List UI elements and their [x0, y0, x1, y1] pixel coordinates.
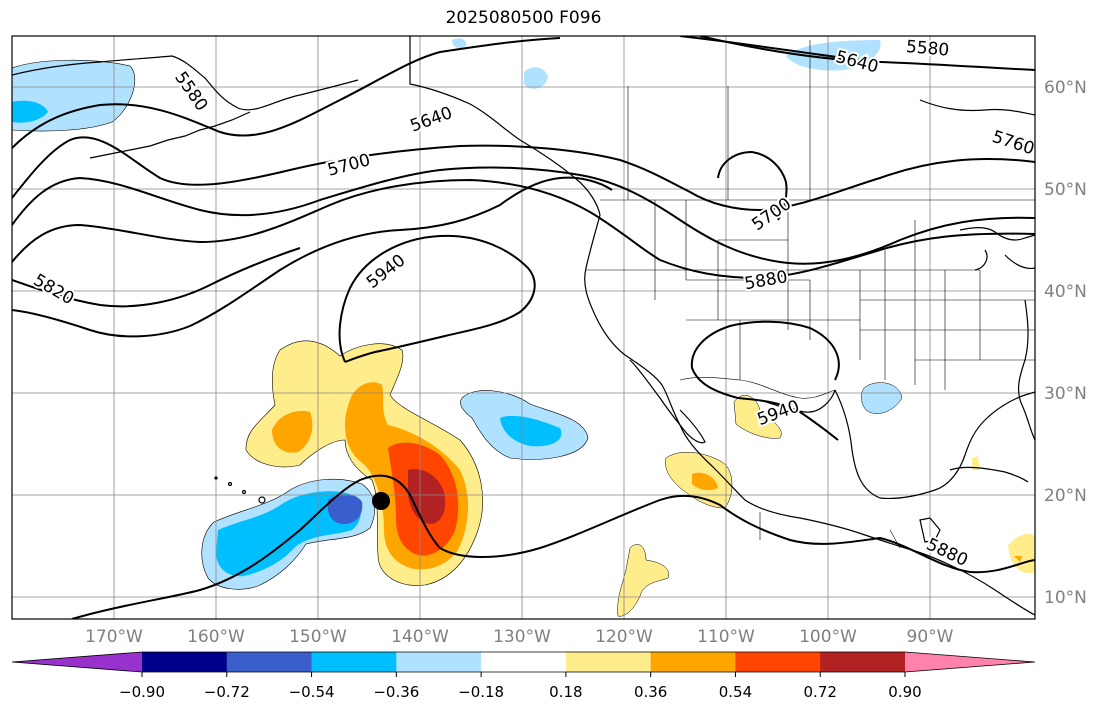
colorbar: −0.90 −0.72 −0.54 −0.36 −0.18 0.18 0.36 0.54 0.7…: [11, 651, 1036, 701]
colorbar-tick-label: 0.18: [549, 683, 582, 701]
colorbar-tick-label: 0.36: [634, 683, 667, 701]
lat-label-20n: 20°N: [1044, 486, 1087, 506]
colorbar-segment: [396, 652, 482, 672]
lon-label-150w: 150°W: [289, 627, 347, 647]
map-title: 2025080500 F096: [445, 8, 602, 28]
contour-label: 5580: [905, 37, 950, 61]
colorbar-segment: [820, 652, 906, 672]
map-frame: [11, 35, 1036, 620]
colorbar-segment: [565, 652, 652, 672]
colorbar-tick-label: −0.54: [289, 683, 335, 701]
colorbar-tick-label: 0.90: [888, 683, 921, 701]
lon-label-90w: 90°W: [907, 627, 954, 647]
colorbar-tick-label: −0.90: [119, 683, 165, 701]
colorbar-extend-high: [905, 652, 1035, 672]
lat-label-60n: 60°N: [1044, 78, 1087, 98]
lat-label-40n: 40°N: [1044, 282, 1087, 302]
colorbar-segment: [142, 652, 228, 672]
colorbar-extend-low: [12, 652, 142, 672]
political-borders: [586, 40, 1035, 549]
lon-label-130w: 130°W: [493, 627, 551, 647]
colorbar-tick-label: −0.36: [373, 683, 419, 701]
lon-label-120w: 120°W: [595, 627, 653, 647]
colorbar-tick-label: 0.54: [719, 683, 752, 701]
map-plot-area: 5580 5640 5700 5820 5940 5880 5940 5700 …: [12, 36, 1035, 619]
colorbar-segment: [481, 652, 567, 672]
colorbar-segment: [311, 652, 397, 672]
lat-label-30n: 30°N: [1044, 384, 1087, 404]
lon-label-100w: 100°W: [799, 627, 857, 647]
colorbar-tick-label: 0.72: [804, 683, 837, 701]
colorbar-tick-label: −0.72: [204, 683, 250, 701]
lon-label-160w: 160°W: [187, 627, 245, 647]
colorbar-segment: [650, 652, 736, 672]
colorbar-segment: [226, 652, 313, 672]
lat-label-50n: 50°N: [1044, 180, 1087, 200]
colorbar-segment: [735, 652, 821, 672]
lon-label-140w: 140°W: [391, 627, 449, 647]
colorbar-tick-label: −0.18: [458, 683, 504, 701]
storm-center-marker: [372, 492, 390, 510]
height-contours: [12, 36, 1035, 619]
lon-label-170w: 170°W: [85, 627, 143, 647]
lon-label-110w: 110°W: [697, 627, 755, 647]
latitude-labels: 60°N 50°N 40°N 30°N 20°N 10°N: [1044, 78, 1087, 608]
lat-label-10n: 10°N: [1044, 588, 1087, 608]
longitude-labels: 170°W 160°W 150°W 140°W 130°W 120°W 110°…: [85, 627, 954, 647]
coastlines: [12, 36, 1035, 616]
